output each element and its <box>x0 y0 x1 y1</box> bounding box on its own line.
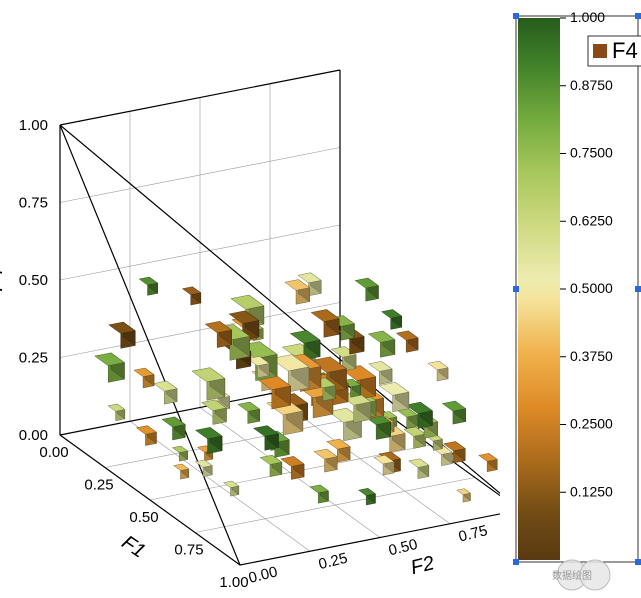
x-tick: 0.50 <box>129 509 158 526</box>
watermark: 数据绘图 <box>552 560 610 590</box>
selection-handle[interactable] <box>513 559 519 565</box>
x-tick: 1.00 <box>219 574 248 591</box>
x-tick: 0.25 <box>84 477 113 494</box>
plot-3d-area: 0.000.250.500.751.000.000.250.500.751.00… <box>0 0 500 598</box>
colorbar-area: 0.1250 0.2500 0.3750 0.5000 0.6250 0.7500 0.87… <box>500 0 641 598</box>
legend: F4 <box>588 36 641 66</box>
z-tick: 1.00 <box>19 117 48 134</box>
grid <box>60 70 500 565</box>
colorbar-tick: 0.8750 <box>570 77 613 93</box>
axis-labels: F1 F2 F4 <box>0 268 437 579</box>
colorbar-tick: 0.5000 <box>570 280 613 296</box>
colorbar-tick: 1.000 <box>570 9 605 25</box>
cube-face <box>224 481 239 488</box>
selection-handle[interactable] <box>513 286 519 292</box>
x-axis-label: F1 <box>118 531 150 562</box>
y-tick: 0.25 <box>317 550 349 574</box>
svg-text:数据绘图: 数据绘图 <box>552 569 592 582</box>
selection-handle[interactable] <box>513 13 519 19</box>
y-tick: 0.75 <box>457 522 489 546</box>
colorbar-gradient <box>518 18 560 560</box>
colorbar-tick: 0.6250 <box>570 212 613 228</box>
cube-face <box>174 464 189 471</box>
z-tick: 0.00 <box>19 427 48 444</box>
cube-face <box>457 489 471 495</box>
colorbar-tick: 0.1250 <box>570 483 613 499</box>
data-cubes <box>95 273 498 505</box>
x-tick: 0.75 <box>174 542 203 559</box>
legend-label: F4 <box>612 38 638 63</box>
y-axis-label: F2 <box>409 552 437 579</box>
x-tick: 0.00 <box>39 444 68 461</box>
selection-handle[interactable] <box>635 13 641 19</box>
z-tick: 0.75 <box>19 195 48 212</box>
colorbar-tick: 0.7500 <box>570 145 613 161</box>
selection-handle[interactable] <box>635 559 641 565</box>
colorbar-tick: 0.3750 <box>570 348 613 364</box>
z-axis-label: F4 <box>0 268 7 291</box>
legend-swatch <box>593 44 607 58</box>
y-tick: 0.00 <box>247 563 279 587</box>
cube-face <box>172 446 187 453</box>
z-tick: 0.50 <box>19 272 48 289</box>
colorbar-tick: 0.2500 <box>570 416 613 432</box>
z-tick: 0.25 <box>19 350 48 367</box>
selection-handle[interactable] <box>635 286 641 292</box>
